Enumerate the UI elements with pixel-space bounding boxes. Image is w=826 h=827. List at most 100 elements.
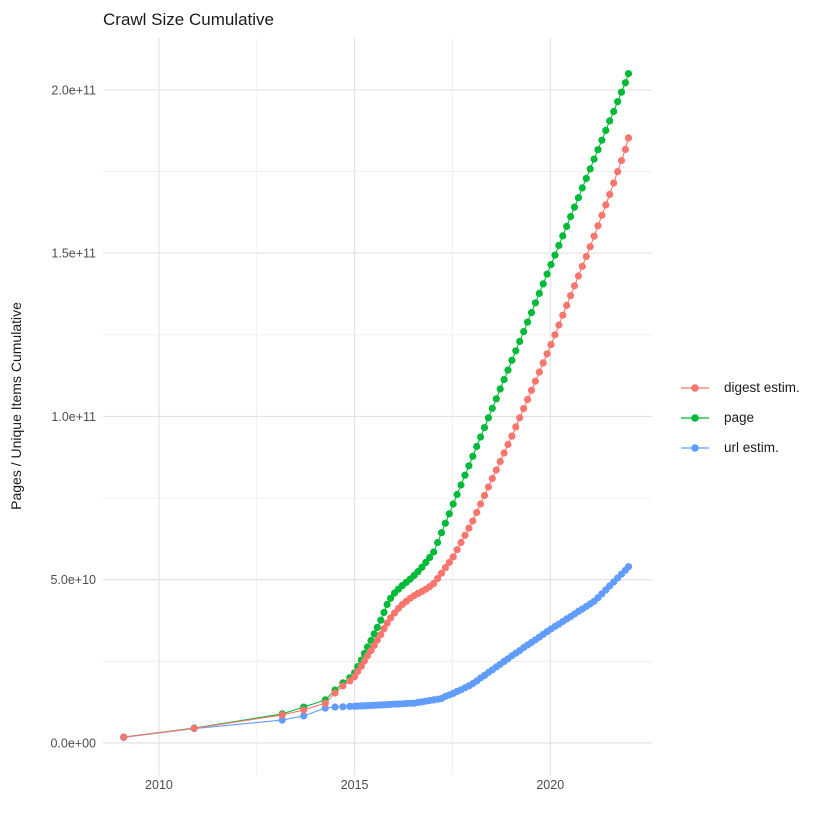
- data-point: [351, 673, 359, 681]
- gridlines: [103, 38, 652, 775]
- data-point: [300, 712, 308, 720]
- legend-label-page: page: [724, 410, 755, 425]
- data-point: [473, 508, 481, 517]
- data-point: [383, 600, 391, 609]
- data-point: [441, 564, 449, 572]
- data-point: [582, 174, 590, 182]
- data-point: [484, 414, 492, 422]
- data-point: [516, 337, 524, 345]
- data-point: [606, 190, 614, 198]
- data-point: [430, 580, 438, 588]
- data-point: [516, 414, 524, 422]
- data-point: [563, 301, 571, 309]
- x-axis-tick-labels: 2010 2015 2020: [145, 778, 564, 792]
- data-point: [547, 341, 555, 349]
- data-point: [574, 272, 583, 280]
- series-points-digest-estim-: [120, 134, 633, 741]
- data-point: [543, 270, 551, 278]
- data-point: [426, 553, 434, 562]
- data-point: [527, 309, 536, 317]
- data-point: [363, 652, 372, 660]
- data-point: [512, 347, 520, 355]
- data-point: [563, 222, 571, 230]
- data-point: [488, 404, 496, 412]
- data-point: [535, 368, 543, 376]
- data-point: [480, 491, 489, 500]
- x-tick-label: 2010: [145, 778, 173, 792]
- data-point: [555, 241, 563, 249]
- data-point: [434, 538, 442, 547]
- data-point: [418, 563, 426, 571]
- data-point: [488, 474, 496, 483]
- data-point: [445, 558, 453, 567]
- data-point: [437, 569, 446, 577]
- data-point: [508, 432, 516, 440]
- data-point: [614, 168, 622, 176]
- data-point: [520, 328, 528, 336]
- data-point: [190, 724, 198, 732]
- data-point: [527, 386, 536, 394]
- data-series: [120, 70, 633, 742]
- y-axis-tick-labels: 0.0e+00 5.0e+10 1.0e+11 1.5e+11 2.0e+11: [50, 83, 96, 750]
- data-point: [617, 156, 626, 165]
- data-point: [367, 647, 375, 655]
- data-point: [346, 677, 354, 685]
- data-point: [504, 366, 512, 374]
- data-point: [602, 201, 610, 209]
- data-point: [570, 203, 579, 211]
- data-point: [360, 657, 368, 665]
- y-tick-label: 0.0e+00: [50, 736, 96, 750]
- data-point: [590, 155, 598, 163]
- data-point: [610, 107, 618, 116]
- data-point: [354, 667, 362, 676]
- data-point: [582, 252, 590, 261]
- data-point: [278, 716, 286, 724]
- legend-item-digest-estim: digest estim.: [678, 378, 800, 397]
- data-point: [469, 452, 477, 460]
- legend: digest estim. page url estim.: [678, 378, 800, 457]
- data-point: [453, 490, 461, 499]
- x-tick-label: 2020: [536, 778, 564, 792]
- legend-label-url-estim: url estim.: [724, 440, 779, 455]
- data-point: [551, 251, 559, 259]
- data-point: [602, 126, 610, 134]
- y-tick-label: 1.5e+11: [51, 247, 96, 261]
- data-point: [469, 517, 477, 525]
- chart-title: Crawl Size Cumulative: [103, 10, 274, 29]
- legend-key-digest-icon: [681, 383, 709, 392]
- data-point: [606, 117, 614, 125]
- data-point: [520, 405, 528, 413]
- data-point: [614, 98, 622, 106]
- data-point: [449, 553, 457, 561]
- y-tick-label: 2.0e+11: [51, 83, 96, 97]
- y-tick-label: 5.0e+10: [50, 573, 96, 587]
- data-point: [559, 311, 567, 319]
- data-point: [387, 614, 395, 622]
- data-point: [496, 457, 504, 466]
- data-point: [621, 79, 630, 87]
- data-point: [578, 262, 586, 270]
- data-point: [437, 529, 446, 537]
- data-point: [465, 524, 473, 532]
- data-point: [339, 703, 347, 711]
- data-point: [555, 321, 563, 329]
- data-point: [331, 703, 339, 711]
- data-point: [567, 292, 575, 300]
- data-point: [496, 385, 504, 393]
- data-point: [383, 619, 391, 627]
- series-line-url-estim-: [123, 566, 629, 738]
- data-point: [531, 377, 540, 385]
- data-point: [539, 280, 547, 288]
- data-point: [380, 608, 388, 617]
- data-point: [339, 682, 347, 690]
- data-point: [586, 165, 594, 173]
- data-point: [461, 471, 469, 479]
- data-point: [535, 289, 543, 297]
- data-point: [300, 706, 308, 714]
- data-point: [457, 538, 465, 547]
- data-point: [445, 510, 453, 518]
- data-point: [586, 243, 594, 251]
- data-point: [574, 194, 583, 202]
- data-point: [453, 546, 461, 554]
- data-point: [559, 232, 567, 240]
